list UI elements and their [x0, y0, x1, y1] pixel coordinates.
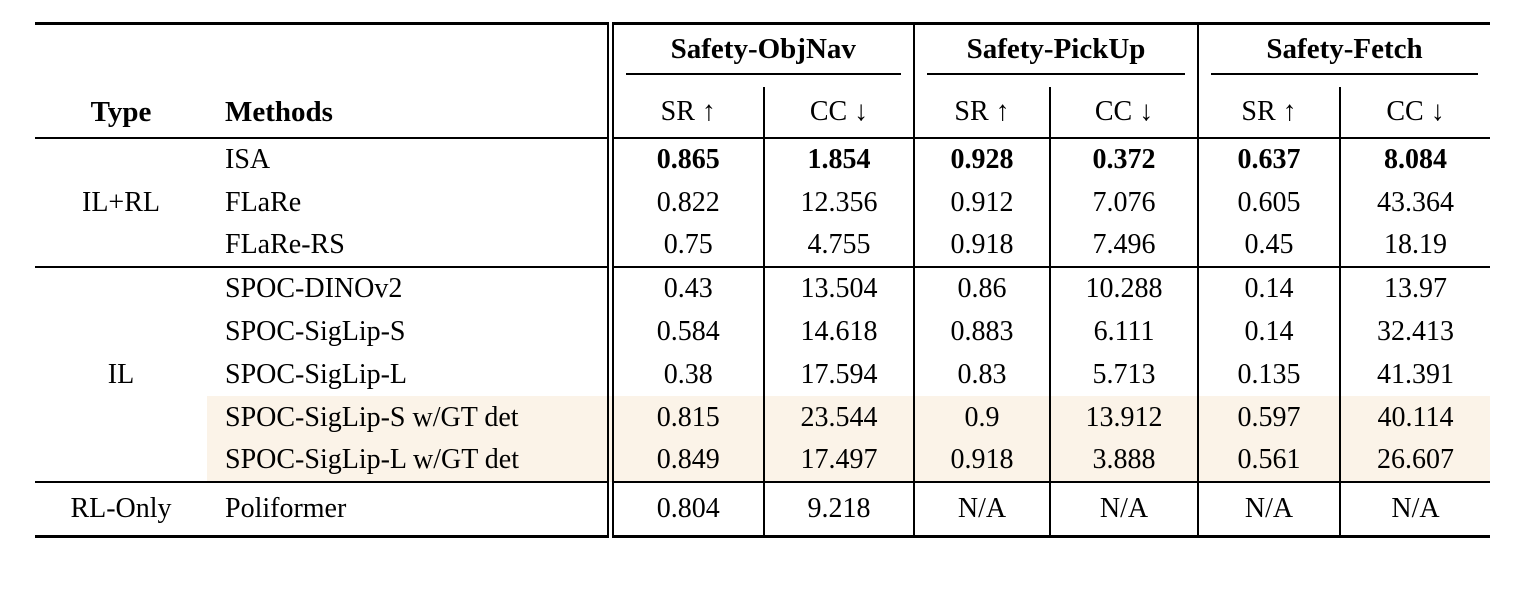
table-row-highlighted: SPOC-SigLip-L w/GT det 0.849 17.497 0.91… [35, 439, 1491, 482]
value-cell: N/A [1049, 481, 1199, 536]
value-cell: 0.918 [913, 224, 1051, 267]
value-cell: 17.594 [762, 353, 915, 396]
value-cell: 0.75 [606, 224, 764, 267]
value-cell: 17.497 [762, 439, 915, 482]
value-cell: 7.076 [1049, 181, 1199, 224]
value-cell: 0.597 [1197, 396, 1341, 439]
type-column-header: Type [35, 87, 207, 139]
metric-header-row: Type Methods SR ↑ CC ↓ SR ↑ CC ↓ SR ↑ CC… [35, 87, 1491, 139]
group-label: Safety-Fetch [1211, 35, 1479, 75]
corner-cell [207, 24, 610, 88]
value-cell: 0.14 [1197, 310, 1341, 353]
value-cell: 0.883 [913, 310, 1051, 353]
metric-header-sr: SR ↑ [1197, 87, 1341, 139]
group-header-row: Safety-ObjNav Safety-PickUp Safety-Fetch [35, 23, 1491, 88]
value-cell: 0.86 [913, 266, 1051, 310]
group-label: Safety-ObjNav [625, 35, 902, 75]
method-cell: SPOC-SigLip-S w/GT det [207, 396, 610, 439]
value-cell: 0.9 [913, 396, 1051, 439]
value-cell: 0.14 [1197, 266, 1341, 310]
value-cell: 0.372 [1049, 137, 1199, 181]
method-cell: Poliformer [207, 481, 610, 536]
value-cell: 0.135 [1197, 353, 1341, 396]
value-cell: 0.38 [606, 353, 764, 396]
metric-header-cc: CC ↓ [1049, 87, 1199, 139]
value-cell: 4.755 [762, 224, 915, 267]
value-cell: 9.218 [762, 481, 915, 536]
value-cell: 6.111 [1049, 310, 1199, 353]
value-cell: 8.084 [1339, 137, 1491, 181]
table-row: IL SPOC-DINOv2 0.43 13.504 0.86 10.288 0… [35, 266, 1491, 482]
value-cell: 41.391 [1339, 353, 1491, 396]
section-rl-only: RL-Only Poliformer 0.804 9.218 N/A N/A N… [35, 481, 1491, 536]
value-cell: N/A [913, 481, 1051, 536]
type-cell: RL-Only [35, 481, 207, 536]
results-table: Safety-ObjNav Safety-PickUp Safety-Fetch… [35, 22, 1491, 538]
value-cell: 0.928 [913, 137, 1051, 181]
value-cell: 0.561 [1197, 439, 1341, 482]
table-row: SPOC-SigLip-S 0.584 14.618 0.883 6.111 0… [35, 310, 1491, 353]
method-cell: SPOC-SigLip-L [225, 358, 408, 390]
value-cell: 5.713 [1049, 353, 1199, 396]
table-header: Safety-ObjNav Safety-PickUp Safety-Fetch… [35, 23, 1491, 139]
table-row: SPOC-SigLip-L 0.38 17.594 0.83 5.713 0.1… [35, 353, 1491, 396]
value-cell: 0.849 [606, 439, 764, 482]
table-row: FLaRe 0.822 12.356 0.912 7.076 0.605 43.… [35, 181, 1491, 224]
value-cell: 0.822 [606, 181, 764, 224]
table-row-highlighted: SPOC-SigLip-S w/GT det 0.815 23.544 0.9 … [35, 396, 1491, 439]
value-cell: 23.544 [762, 396, 915, 439]
value-cell: 12.356 [762, 181, 915, 224]
value-cell: 1.854 [762, 137, 915, 181]
method-cell: SPOC-SigLip-L w/GT det [207, 439, 610, 482]
value-cell: 13.97 [1339, 266, 1491, 310]
value-cell: 0.584 [606, 310, 764, 353]
value-cell: 0.605 [1197, 181, 1341, 224]
value-cell: 0.865 [606, 137, 764, 181]
value-cell: 0.83 [913, 353, 1051, 396]
value-cell: 26.607 [1339, 439, 1491, 482]
type-cell: IL+RL [35, 137, 207, 267]
value-cell: 3.888 [1049, 439, 1199, 482]
method-cell: SPOC-SigLip-S [225, 315, 406, 347]
section-il-rl: IL+RL ISA 0.865 1.854 0.928 0.372 0.637 … [35, 137, 1491, 267]
metric-header-sr: SR ↑ [913, 87, 1051, 139]
value-cell: 0.43 [606, 266, 764, 310]
value-cell: 43.364 [1339, 181, 1491, 224]
value-cell: 7.496 [1049, 224, 1199, 267]
value-cell: 40.114 [1339, 396, 1491, 439]
group-header-safety-objnav: Safety-ObjNav [606, 23, 915, 87]
group-header-safety-pickup: Safety-PickUp [913, 23, 1199, 87]
value-cell: 0.815 [606, 396, 764, 439]
value-cell: 32.413 [1339, 310, 1491, 353]
method-cell: FLaRe-RS [225, 229, 345, 260]
value-cell: 0.918 [913, 439, 1051, 482]
value-cell: 0.804 [606, 481, 764, 536]
value-cell: 14.618 [762, 310, 915, 353]
table-row: IL+RL ISA 0.865 1.854 0.928 0.372 0.637 … [35, 137, 1491, 267]
group-header-safety-fetch: Safety-Fetch [1197, 23, 1491, 87]
value-cell: 10.288 [1049, 266, 1199, 310]
metric-header-cc: CC ↓ [1339, 87, 1491, 139]
value-cell: 0.912 [913, 181, 1051, 224]
value-cell: N/A [1197, 481, 1341, 536]
group-label: Safety-PickUp [927, 35, 1186, 75]
value-cell: 0.637 [1197, 137, 1341, 181]
value-cell: N/A [1339, 481, 1491, 536]
methods-column-header: Methods [207, 87, 610, 139]
value-cell: 18.19 [1339, 224, 1491, 267]
method-cell: SPOC-DINOv2 [207, 266, 610, 310]
value-cell: 13.912 [1049, 396, 1199, 439]
value-cell: 13.504 [762, 266, 915, 310]
table-row: FLaRe-RS 0.75 4.755 0.918 7.496 0.45 18.… [35, 224, 1491, 267]
value-cell: 0.45 [1197, 224, 1341, 267]
type-cell: IL [35, 266, 207, 482]
corner-cell [35, 24, 207, 88]
table-row: RL-Only Poliformer 0.804 9.218 N/A N/A N… [35, 481, 1491, 536]
method-cell: FLaRe [225, 186, 302, 218]
method-cell: ISA [207, 137, 610, 181]
metric-header-sr: SR ↑ [606, 87, 764, 139]
section-il: IL SPOC-DINOv2 0.43 13.504 0.86 10.288 0… [35, 266, 1491, 482]
metric-header-cc: CC ↓ [762, 87, 915, 139]
